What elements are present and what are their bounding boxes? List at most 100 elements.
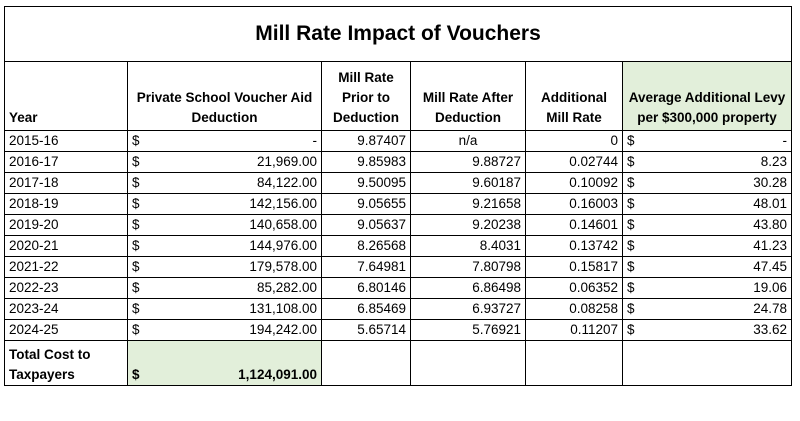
voucher-amount: $ - xyxy=(132,132,318,151)
levy-value: 48.01 xyxy=(753,196,788,211)
currency-symbol: $ xyxy=(627,301,635,316)
voucher-cell: $131,108.00 xyxy=(127,298,322,320)
header-average-levy: Average Additional Levy per $300,000 pro… xyxy=(621,61,793,131)
total-label: Total Cost to Taxpayers xyxy=(4,340,128,386)
voucher-cell: $194,242.00 xyxy=(127,319,322,341)
header-additional-mill-rate: Additional Mill Rate xyxy=(525,61,623,131)
average-levy-cell: $19.06 xyxy=(621,277,793,299)
mill-rate-after-cell: 9.21658 xyxy=(410,193,526,215)
voucher-value: 84,122.00 xyxy=(256,175,317,190)
table-row: 2023-24 $131,108.00 6.85469 6.93727 0.08258 $… xyxy=(4,298,793,320)
table-row: 2017-18 $84,122.00 9.50095 9.60187 0.10092 $3… xyxy=(4,172,793,194)
currency-symbol: $ xyxy=(132,322,140,337)
mill-rate-after-cell: 5.76921 xyxy=(410,319,526,341)
year-cell: 2016-17 xyxy=(4,151,128,173)
average-levy-cell: $30.28 xyxy=(621,172,793,194)
voucher-value: 131,108.00 xyxy=(249,301,317,316)
levy-amount: $24.78 xyxy=(627,300,787,319)
levy-value: 41.23 xyxy=(753,238,788,253)
currency-symbol: $ xyxy=(132,154,140,169)
voucher-value: - xyxy=(312,133,318,148)
empty-cell xyxy=(621,340,793,386)
year-cell: 2024-25 xyxy=(4,319,128,341)
mill-rate-after-cell: n/a xyxy=(410,130,526,152)
levy-value: 30.28 xyxy=(753,175,788,190)
levy-amount: $33.62 xyxy=(627,321,788,340)
currency-symbol: $ xyxy=(627,280,635,295)
average-levy-cell: $ - xyxy=(621,130,793,152)
currency-symbol: $ xyxy=(132,367,140,382)
mill-rate-prior-cell: 8.26568 xyxy=(321,235,411,257)
levy-value: 43.80 xyxy=(753,217,788,232)
levy-amount: $8.23 xyxy=(627,153,787,172)
additional-mill-rate-cell: 0.11207 xyxy=(525,319,623,341)
voucher-cell: $140,658.00 xyxy=(127,214,322,236)
additional-mill-rate-cell: 0.10092 xyxy=(525,172,623,194)
table-row: 2018-19 $142,156.00 9.05655 9.21658 0.16003 $… xyxy=(4,193,793,215)
mill-rate-after-cell: 9.60187 xyxy=(410,172,526,194)
currency-symbol: $ xyxy=(627,322,635,337)
voucher-value: 85,282.00 xyxy=(256,280,317,295)
additional-mill-rate-cell: 0 xyxy=(525,130,623,152)
levy-amount: $48.01 xyxy=(627,195,788,214)
year-cell: 2023-24 xyxy=(4,298,128,320)
year-cell: 2021-22 xyxy=(4,256,128,278)
additional-mill-rate-cell: 0.13742 xyxy=(525,235,623,257)
header-row: Year Private School Voucher Aid Deductio… xyxy=(4,61,793,131)
voucher-amount: $179,578.00 xyxy=(132,258,317,277)
additional-mill-rate-cell: 0.14601 xyxy=(525,214,623,236)
empty-cell xyxy=(321,340,411,386)
voucher-amount: $85,282.00 xyxy=(132,279,317,298)
voucher-cell: $21,969.00 xyxy=(127,151,322,173)
total-cell: $1,124,091.00 xyxy=(127,340,322,386)
voucher-value: 179,578.00 xyxy=(249,259,317,274)
average-levy-cell: $33.62 xyxy=(621,319,793,341)
title-row: Mill Rate Impact of Vouchers xyxy=(3,6,793,62)
currency-symbol: $ xyxy=(627,175,635,190)
voucher-value: 144,976.00 xyxy=(249,238,317,253)
mill-rate-prior-cell: 6.85469 xyxy=(321,298,411,320)
voucher-value: 21,969.00 xyxy=(256,154,317,169)
voucher-amount: $21,969.00 xyxy=(132,153,317,172)
table-row: 2024-25 $194,242.00 5.65714 5.76921 0.11207 $… xyxy=(4,319,793,341)
year-cell: 2019-20 xyxy=(4,214,128,236)
mill-rate-prior-cell: 9.05655 xyxy=(321,193,411,215)
currency-symbol: $ xyxy=(132,175,140,190)
table-row: 2021-22 $179,578.00 7.64981 7.80798 0.15817 $… xyxy=(4,256,793,278)
mill-rate-prior-cell: 9.87407 xyxy=(321,130,411,152)
additional-mill-rate-cell: 0.02744 xyxy=(525,151,623,173)
currency-symbol: $ xyxy=(627,259,635,274)
mill-rate-after-cell: 6.86498 xyxy=(410,277,526,299)
voucher-amount: $140,658.00 xyxy=(132,216,317,235)
currency-symbol: $ xyxy=(627,196,635,211)
average-levy-cell: $48.01 xyxy=(621,193,793,215)
levy-amount: $ - xyxy=(627,132,787,151)
year-cell: 2020-21 xyxy=(4,235,128,257)
year-cell: 2015-16 xyxy=(4,130,128,152)
currency-symbol: $ xyxy=(627,217,635,232)
voucher-amount: $144,976.00 xyxy=(132,237,317,256)
mill-rate-after-cell: 7.80798 xyxy=(410,256,526,278)
currency-symbol: $ xyxy=(627,133,635,148)
currency-symbol: $ xyxy=(627,238,635,253)
voucher-amount: $131,108.00 xyxy=(132,300,317,319)
mill-rate-after-cell: 6.93727 xyxy=(410,298,526,320)
average-levy-cell: $47.45 xyxy=(621,256,793,278)
table-row: 2015-16 $ -9.87407 n/a 0 $ - xyxy=(4,130,793,152)
voucher-cell: $142,156.00 xyxy=(127,193,322,215)
mill-rate-prior-cell: 9.05637 xyxy=(321,214,411,236)
header-voucher: Private School Voucher Aid Deduction xyxy=(127,61,322,131)
voucher-value: 140,658.00 xyxy=(249,217,317,232)
voucher-amount: $84,122.00 xyxy=(132,174,317,193)
additional-mill-rate-cell: 0.08258 xyxy=(525,298,623,320)
year-cell: 2017-18 xyxy=(4,172,128,194)
year-cell: 2018-19 xyxy=(4,193,128,215)
mill-rate-prior-cell: 6.80146 xyxy=(321,277,411,299)
mill-rate-prior-cell: 7.64981 xyxy=(321,256,411,278)
mill-rate-after-cell: 9.88727 xyxy=(410,151,526,173)
levy-amount: $47.45 xyxy=(627,258,787,277)
levy-value: 33.62 xyxy=(753,322,788,337)
mill-rate-prior-cell: 5.65714 xyxy=(321,319,411,341)
mill-rate-table: Mill Rate Impact of Vouchers Year Privat… xyxy=(3,6,793,386)
currency-symbol: $ xyxy=(132,238,140,253)
